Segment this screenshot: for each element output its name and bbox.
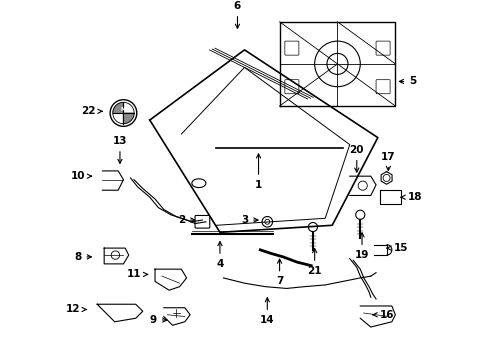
Text: 21: 21 [307, 249, 321, 276]
Text: 1: 1 [254, 154, 262, 190]
Text: 9: 9 [149, 315, 166, 325]
Text: 19: 19 [354, 233, 368, 260]
Text: 3: 3 [241, 215, 258, 225]
Wedge shape [123, 113, 134, 123]
Text: 22: 22 [81, 106, 102, 116]
Text: 6: 6 [233, 1, 241, 28]
Text: 2: 2 [177, 215, 195, 225]
Text: 7: 7 [275, 259, 283, 287]
Text: 17: 17 [380, 152, 395, 170]
Text: 18: 18 [400, 192, 421, 202]
Text: 11: 11 [126, 269, 147, 279]
Text: 12: 12 [65, 305, 86, 315]
Text: 10: 10 [70, 171, 91, 181]
Text: 15: 15 [386, 243, 407, 253]
Text: 8: 8 [74, 252, 91, 262]
Text: M: M [121, 107, 126, 112]
Text: 20: 20 [349, 145, 363, 172]
Text: 5: 5 [399, 76, 416, 86]
Text: 14: 14 [260, 298, 274, 325]
Text: 4: 4 [216, 242, 223, 269]
Text: 16: 16 [372, 310, 393, 320]
Text: 13: 13 [112, 136, 127, 163]
Wedge shape [113, 103, 123, 113]
